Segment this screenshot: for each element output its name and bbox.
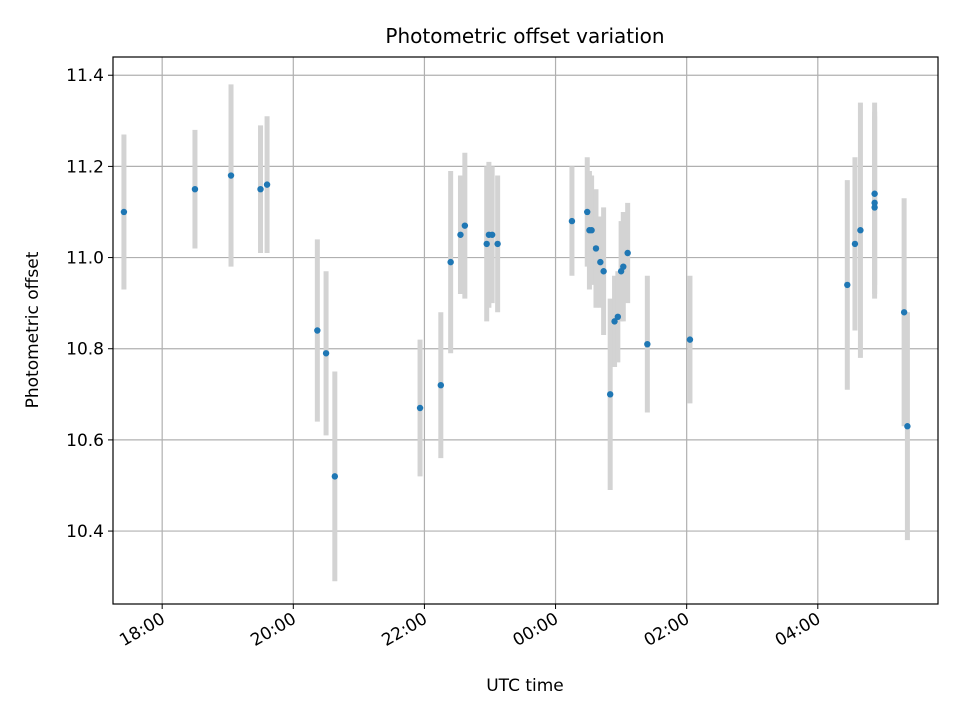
data-point <box>568 217 576 225</box>
data-point <box>857 227 864 234</box>
data-point <box>437 382 445 389</box>
data-point <box>584 208 591 216</box>
y-axis-label: Photometric offset <box>23 251 43 408</box>
data-point <box>871 204 878 211</box>
data-point <box>686 336 694 343</box>
data-point <box>624 249 631 257</box>
data-point <box>461 222 469 229</box>
data-point <box>331 473 339 480</box>
y-tick-label: 10.8 <box>66 340 104 360</box>
data-point <box>844 281 851 289</box>
data-point <box>644 340 651 348</box>
data-point <box>494 240 501 248</box>
data-point <box>871 199 878 207</box>
y-tick-label: 11.0 <box>66 249 104 269</box>
data-point <box>120 208 128 216</box>
data-point <box>488 231 496 238</box>
data-point <box>588 227 595 234</box>
data-point <box>614 313 622 321</box>
data-point <box>314 327 321 334</box>
data-point <box>457 231 464 238</box>
chart-title: Photometric offset variation <box>385 24 664 48</box>
grid <box>113 57 938 604</box>
data-point <box>263 181 271 188</box>
plot-frame <box>112 56 939 605</box>
data-point <box>611 318 618 325</box>
data-point <box>227 172 235 179</box>
data-point <box>447 258 454 266</box>
data-point <box>257 185 264 193</box>
data-point <box>620 263 627 270</box>
data-point <box>483 240 490 248</box>
data-point <box>606 391 614 398</box>
data-point <box>592 245 600 252</box>
data-point <box>871 190 878 197</box>
y-tick-label: 10.4 <box>66 522 104 542</box>
data-point <box>191 185 199 193</box>
data-point <box>322 350 330 357</box>
data-point <box>600 268 607 275</box>
x-axis-label: UTC time <box>486 676 564 696</box>
y-tick-label: 10.6 <box>66 431 104 451</box>
data-point <box>900 309 908 316</box>
data-point <box>597 258 604 266</box>
data-points <box>120 172 911 480</box>
data-point <box>904 423 911 430</box>
data-point <box>416 404 424 412</box>
y-tick-label: 11.4 <box>66 66 104 86</box>
data-point <box>851 240 859 248</box>
y-tick-label: 11.2 <box>66 157 104 177</box>
